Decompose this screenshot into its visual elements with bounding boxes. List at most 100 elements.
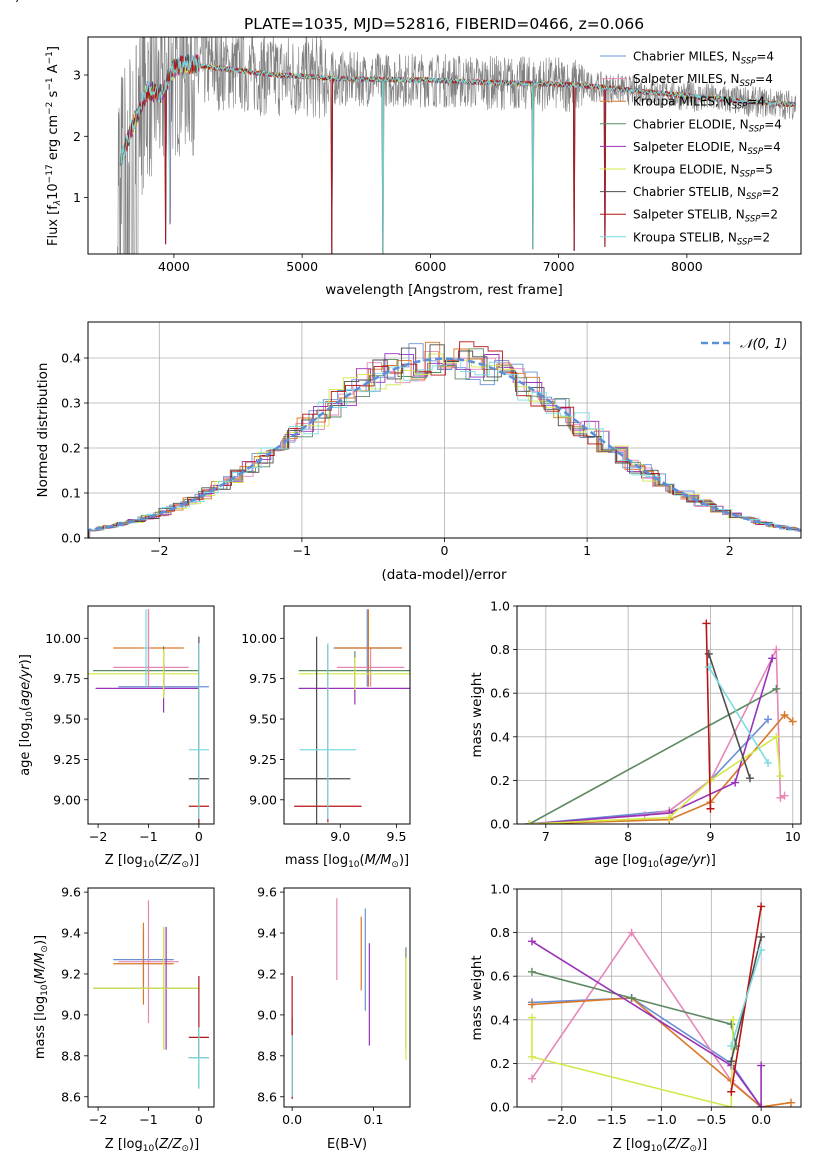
legend-entry-4: Salpeter ELODIE, NSSP=4 (633, 140, 781, 157)
residual-hist-6 (88, 345, 815, 538)
weight_vs_Z-ytick-label: 0.6 (490, 969, 510, 984)
mass_vs_Z-ytick-label: 8.8 (61, 1048, 81, 1063)
weight_vs_Z-marker (727, 1020, 735, 1028)
weight_vs_age-series-3 (529, 689, 776, 824)
residual-hist-4 (85, 354, 812, 538)
weight_vs_age-xtick-label: 7 (542, 829, 550, 844)
mass_vs_Z-ylabel: mass [log10(M/M⊙)] (33, 935, 50, 1059)
age_vs_Z-plot-area (88, 609, 209, 824)
age_vs_Z-xtick-label: 0 (195, 829, 203, 844)
age_vs_Z-axes: −2 −1 09.009.259.509.7510.00Z [log10(Z/Z⊙)… (18, 606, 214, 870)
residuals-ylabel: Normed distribution (35, 363, 51, 498)
weight_vs_age-marker (772, 685, 780, 693)
weight_vs_Z-xtick-label: −1.0 (646, 1112, 676, 1127)
age_vs_Z-ytick-label: 9.00 (53, 792, 81, 807)
legend-entry-6: Chabrier STELIB, NSSP=2 (633, 185, 779, 202)
weight_vs_Z-xtick-label: −0.5 (696, 1112, 726, 1127)
weight_vs_Z-marker (727, 1088, 735, 1096)
residuals-xtick-label: −1 (293, 543, 311, 558)
weight_vs_age-marker (705, 650, 713, 658)
weight_vs_age-marker (706, 805, 714, 813)
age_vs_Z-xtick-label: −1 (139, 829, 157, 844)
weight_vs_age-series-4 (529, 658, 772, 824)
residuals-ytick-label: 0.2 (61, 441, 81, 456)
weight_vs_Z-xtick-label: −1.5 (596, 1112, 626, 1127)
mass_vs_ebv-xtick-label: 0.1 (363, 1112, 383, 1127)
legend-entry-1: Salpeter MILES, NSSP=4 (633, 72, 773, 89)
residuals-plot-area (74, 342, 818, 538)
weight_vs_Z-axes: −2.0 −1.5 −1.0 −0.5 0.00.00.20.40.60.81.0Z [… (469, 882, 801, 1155)
weight_vs_Z-xtick-label: −2.0 (547, 1112, 577, 1127)
residuals-ytick-label: 0.3 (61, 396, 81, 411)
spectrum-xtick-label: 4000 (158, 259, 190, 274)
legend-entry-0: Chabrier MILES, NSSP=4 (633, 50, 774, 67)
weight_vs_Z-series-4 (532, 941, 761, 1107)
weight_vs_age-xlabel: age [log10(age/yr)] (594, 853, 716, 870)
residual-hist-2 (83, 342, 810, 538)
figure: PLATE=1035, MJD=52816, FIBERID=0466, z=0… (0, 0, 819, 1170)
residuals-xtick-label: 1 (583, 543, 591, 558)
weight_vs_age-xtick-label: 9 (706, 829, 714, 844)
weight_vs_age-xtick-label: 10 (785, 829, 801, 844)
axes-frame (88, 888, 214, 1107)
weight_vs_Z-series-8 (731, 950, 761, 1046)
age_vs_Z-ylabel: age [log10(age/yr)] (18, 654, 35, 776)
weight_vs_Z-marker (528, 968, 536, 976)
weight_vs_age-xtick-label: 8 (624, 829, 632, 844)
mass-vs-ebv-xlabel: E(B-V) (327, 1137, 367, 1152)
weight_vs_age-marker (702, 619, 710, 627)
weight_vs_age-marker (764, 759, 772, 767)
figure-title: PLATE=1035, MJD=52816, FIBERID=0466, z=0… (244, 15, 644, 33)
mass_vs_Z-ytick-label: 9.4 (61, 926, 81, 941)
spectrum-legend: Chabrier MILES, NSSP=4 Salpeter MILES, NS… (600, 50, 782, 248)
legend-entry-8: Kroupa STELIB, NSSP=2 (633, 230, 770, 247)
residual-hist-8 (90, 359, 817, 538)
weight_vs_Z-ylabel: mass weight (469, 955, 485, 1040)
axes-frame (88, 606, 214, 824)
mass_vs_Z-xtick-label: −1 (139, 1112, 157, 1127)
spectrum-ylabel: Flux [fλ10−17 erg cm−2 s−1 A−1] (45, 46, 63, 246)
weight_vs_age-ytick-label: 1.0 (490, 599, 510, 614)
mass_vs_Z-ytick-label: 9.0 (61, 1007, 81, 1022)
age_vs_Z-ytick-label: 9.75 (53, 671, 81, 686)
mass_vs_ebv-ytick-label: 8.6 (257, 1089, 277, 1104)
weight_vs_Z-marker (787, 1099, 795, 1107)
weight_vs_Z-series-0 (532, 998, 761, 1107)
residuals-xtick-label: 0 (441, 543, 449, 558)
residuals-xtick-label: 2 (726, 543, 734, 558)
residuals-xtick-label: −2 (150, 543, 168, 558)
legend-entry-3: Chabrier ELODIE, NSSP=4 (633, 117, 782, 134)
mass_vs_Z-plot-area (93, 900, 209, 1088)
mass_vs_ebv-xlabel: E(B-V) (0, 0, 20, 4)
weight_vs_age-marker (772, 646, 780, 654)
residuals-xlabel: (data-model)/error (381, 567, 507, 583)
axes-frame (284, 606, 410, 824)
weight_vs_Z-ytick-label: 0.8 (490, 925, 510, 940)
age_vs_mass-ytick-label: 10.00 (241, 631, 277, 646)
spectrum-xtick-label: 7000 (543, 259, 575, 274)
weight_vs_age-marker (746, 774, 754, 782)
mass_vs_Z-xlabel: Z [log10(Z/Z⊙)] (105, 1137, 199, 1154)
spectrum-xtick-label: 6000 (414, 259, 446, 274)
mass_vs_Z-ytick-label: 8.6 (61, 1089, 81, 1104)
mass_vs_ebv-ytick-label: 9.0 (257, 1007, 277, 1022)
age_vs_mass-xtick-label: 9.0 (330, 829, 350, 844)
residual-hist-7 (89, 342, 816, 538)
spectrum-xtick-label: 8000 (671, 259, 703, 274)
spectrum-xtick-label: 5000 (286, 259, 318, 274)
spectrum-ytick-label: 2 (73, 129, 81, 144)
weight_vs_age-series-2 (529, 715, 793, 824)
weight_vs_age-marker (768, 654, 776, 662)
age_vs_mass-ytick-label: 9.75 (249, 671, 277, 686)
weight_vs_age-ytick-label: 0.2 (490, 773, 510, 788)
axes-frame (284, 888, 410, 1107)
weight_vs_age-marker (731, 779, 739, 787)
mass_vs_Z-ytick-label: 9.6 (61, 885, 81, 900)
weight_vs_Z-xtick-label: 0.0 (751, 1112, 771, 1127)
weight_vs_Z-marker (528, 1053, 536, 1061)
weight_vs_age-ytick-label: 0.0 (490, 817, 510, 832)
weight_vs_Z-marker (528, 1014, 536, 1022)
age_vs_mass-ytick-label: 9.00 (249, 792, 277, 807)
mass_vs_Z-ytick-label: 9.2 (61, 966, 81, 981)
age_vs_Z-xlabel: Z [log10(Z/Z⊙)] (105, 853, 199, 870)
